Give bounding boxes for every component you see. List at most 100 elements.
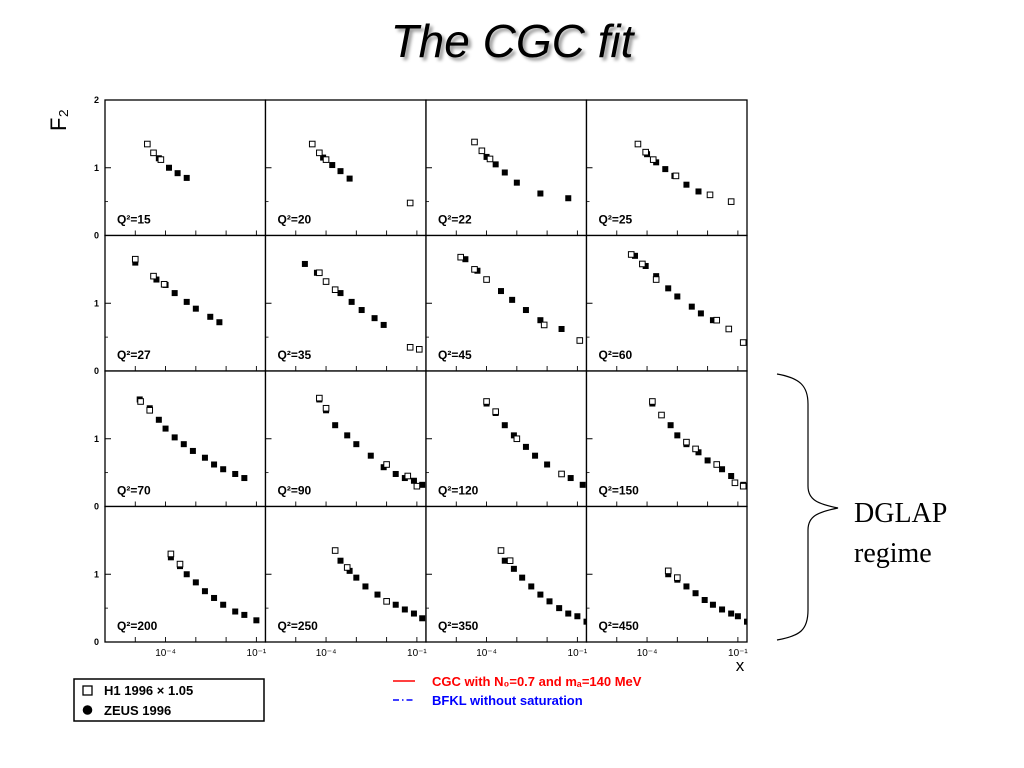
zeus-data-point xyxy=(410,610,417,617)
zeus-data-point xyxy=(719,466,726,473)
zeus-data-point xyxy=(565,195,572,202)
panel: Q²=150 xyxy=(585,370,748,508)
zeus-data-point xyxy=(537,591,544,598)
zeus-legend-label: ZEUS 1996 xyxy=(104,703,171,718)
zeus-data-point xyxy=(183,571,190,578)
h1-data-point xyxy=(471,266,478,273)
zeus-data-point xyxy=(662,166,669,173)
x-tick-label: 10⁻¹ xyxy=(407,648,427,659)
zeus-data-point xyxy=(734,613,741,620)
panel: Q²=27 1 0 xyxy=(94,234,267,376)
zeus-data-point xyxy=(544,461,551,468)
h1-data-point xyxy=(157,156,165,163)
y-tick-label: 1 xyxy=(94,163,99,173)
zeus-data-point xyxy=(162,425,169,432)
zeus-data-point xyxy=(565,610,572,617)
zeus-data-point xyxy=(301,260,308,267)
panel-markers xyxy=(131,255,223,326)
zeus-data-point xyxy=(241,611,248,618)
zeus-data-point xyxy=(719,606,726,613)
h1-data-point xyxy=(683,438,690,446)
h1-data-point xyxy=(137,398,144,405)
panel-q2-label: Q²=150 xyxy=(599,484,640,498)
zeus-data-point xyxy=(483,153,490,160)
panel-q2-label: Q²=27 xyxy=(117,348,151,362)
panel-q2-label: Q²=450 xyxy=(599,619,640,633)
zeus-data-point xyxy=(683,181,690,188)
panel-grid: Q²=15 2 1 0 Q²=20 Q²=22 Q²=25 Q²=27 1 0 Q²=35 Q²=45… xyxy=(94,95,748,659)
panel-frame xyxy=(264,99,427,237)
panel-q2-label: Q²=25 xyxy=(599,213,633,227)
bfkl-legend-label: BFKL without saturation xyxy=(432,693,583,708)
panel-markers xyxy=(649,398,747,490)
zeus-data-point xyxy=(241,475,248,482)
panel-markers xyxy=(497,547,587,625)
zeus-data-point xyxy=(510,432,517,439)
zeus-data-point xyxy=(674,293,681,300)
panel-frame xyxy=(425,99,588,237)
h1-data-point xyxy=(322,278,330,285)
h1-data-point xyxy=(483,276,490,283)
h1-data-point xyxy=(649,156,657,163)
zeus-data-point xyxy=(419,481,426,488)
panel-markers xyxy=(301,260,423,353)
h1-data-point xyxy=(322,156,330,163)
panel: Q²=450 10⁻⁴ 10⁻¹ xyxy=(585,505,748,659)
zeus-data-point xyxy=(728,473,735,480)
panel-q2-label: Q²=70 xyxy=(117,484,151,498)
zeus-data-point xyxy=(232,608,239,615)
zeus-data-point xyxy=(537,317,544,324)
zeus-data-point xyxy=(211,594,218,601)
h1-data-point xyxy=(739,482,747,490)
regime-label-line-2: regime xyxy=(854,538,932,569)
zeus-data-point xyxy=(367,452,374,459)
panel: Q²=35 xyxy=(264,234,427,372)
h1-data-point xyxy=(674,574,681,581)
panel-markers xyxy=(308,140,414,207)
zeus-data-point xyxy=(701,596,708,603)
zeus-data-point xyxy=(346,567,353,574)
h1-data-point xyxy=(144,140,151,148)
zeus-data-point xyxy=(709,601,716,608)
zeus-data-point xyxy=(171,434,178,441)
panel-q2-label: Q²=350 xyxy=(438,619,479,633)
zeus-data-point xyxy=(498,288,505,295)
h1-data-point xyxy=(406,199,414,207)
zeus-data-point xyxy=(166,164,173,171)
y-tick-label: 0 xyxy=(94,637,99,647)
zeus-data-point xyxy=(174,170,181,177)
zeus-data-point xyxy=(537,190,544,197)
panel-markers xyxy=(627,251,747,346)
zeus-data-point xyxy=(509,296,516,303)
regime-bracket xyxy=(776,373,839,641)
data-legend: H1 1996 × 1.05 ZEUS 1996 xyxy=(73,678,265,722)
panel-q2-label: Q²=90 xyxy=(278,484,312,498)
panel-frame xyxy=(585,234,748,372)
zeus-data-point xyxy=(709,317,716,324)
zeus-data-point xyxy=(371,315,378,322)
h1-data-point xyxy=(404,472,412,480)
zeus-data-point xyxy=(522,307,529,314)
zeus-data-point xyxy=(153,276,160,283)
zeus-data-point xyxy=(344,432,351,439)
x-tick-label: 10⁻¹ xyxy=(728,648,748,659)
panel-q2-label: Q²=15 xyxy=(117,213,151,227)
regime-label-line-1: DGLAP xyxy=(854,498,948,529)
zeus-data-point xyxy=(674,432,681,439)
h1-data-point xyxy=(383,598,390,605)
h1-data-point xyxy=(478,147,486,155)
panel-markers xyxy=(471,138,572,202)
panel: Q²=45 xyxy=(425,234,588,372)
panel-markers xyxy=(331,547,426,622)
zeus-data-point xyxy=(220,601,227,608)
zeus-data-point xyxy=(695,188,702,195)
zeus-data-point xyxy=(665,285,672,292)
panel-frame xyxy=(264,234,427,372)
x-tick-label: 10⁻¹ xyxy=(247,648,267,659)
zeus-data-point xyxy=(358,307,365,314)
zeus-data-point xyxy=(697,310,704,317)
zeus-data-point xyxy=(337,168,344,175)
panel-q2-label: Q²=120 xyxy=(438,484,479,498)
zeus-data-point xyxy=(207,313,214,320)
zeus-data-point xyxy=(353,574,360,581)
